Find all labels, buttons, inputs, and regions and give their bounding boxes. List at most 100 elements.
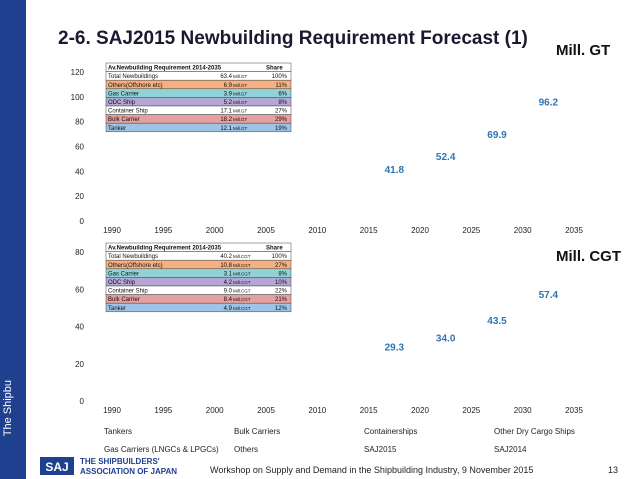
y-tick-label: 100	[71, 93, 85, 102]
logo-abbrev: SAJ	[45, 460, 68, 474]
table-cell-unit: Mill.GT	[233, 74, 247, 79]
table-cell-unit: Mill.CGT	[233, 289, 251, 294]
table-cell-value: 63.4	[220, 74, 232, 80]
x-tick-label: 2000	[206, 226, 224, 235]
table-cell-label: Container Ship	[108, 289, 148, 295]
table-cell-label: Others(Offshore etc)	[108, 263, 163, 269]
table-cell-unit: Mill.GT	[233, 109, 247, 114]
table-cell-value: 40.2	[220, 254, 232, 260]
table-cell-unit: Mill.CGT	[233, 297, 251, 302]
logo-block	[40, 457, 74, 475]
unit-label-cgt: Mill. CGT	[556, 248, 621, 265]
data-label: 41.8	[385, 165, 405, 176]
logo-line1: THE SHIPBUILDERS'	[80, 457, 160, 466]
table-header-label: Av.Newbuilding Requirement 2014-2035	[108, 66, 222, 72]
y-tick-label: 80	[75, 248, 84, 257]
table-header-share: Share	[266, 246, 283, 252]
legend-item-containerships: Containerships	[364, 426, 418, 436]
saj-logo: SAJ THE SHIPBUILDERS' ASSOCIATION OF JAP…	[40, 457, 177, 476]
table-cell-value: 3.9	[224, 91, 233, 97]
y-tick-label: 0	[80, 397, 85, 406]
y-tick-label: 80	[75, 118, 84, 127]
x-tick-label: 1995	[154, 406, 172, 415]
table-cell-label: Bulk Carrier	[108, 117, 140, 123]
table-cell-label: Bulk Carrier	[108, 297, 140, 303]
table-cell-value: 4.9	[224, 306, 233, 312]
table-cell-share: 12%	[275, 306, 288, 312]
data-label: 43.5	[487, 316, 507, 327]
table-header-share: Share	[266, 66, 283, 72]
table-cell-label: Total Newbuildings	[108, 74, 158, 80]
table-cell-share: 10%	[275, 280, 288, 286]
x-tick-label: 2020	[411, 406, 429, 415]
table-cell-label: Gas Carrier	[108, 91, 139, 97]
table-row	[105, 302, 292, 313]
table-header-label: Av.Newbuilding Requirement 2014-2035	[108, 246, 222, 252]
x-tick-label: 2005	[257, 226, 275, 235]
x-tick-label: 2010	[308, 226, 326, 235]
table-cell-value: 18.2	[220, 117, 232, 123]
data-label: 29.3	[385, 342, 405, 353]
x-tick-label: 2030	[514, 406, 532, 415]
table-cell-label: Container Ship	[108, 109, 148, 115]
footer-text: Workshop on Supply and Demand in the Shi…	[210, 465, 534, 475]
table-cell-value: 5.2	[224, 100, 233, 106]
table-cell-share: 6%	[278, 91, 287, 97]
legend-item-gas: Gas Carriers (LNGCs & LPGCs)	[104, 444, 219, 454]
page-number: 13	[608, 465, 619, 475]
data-label: 96.2	[539, 98, 559, 109]
unit-label-gt: Mill. GT	[556, 42, 611, 59]
table-cell-value: 3.1	[224, 271, 233, 277]
table-cell-share: 8%	[278, 100, 287, 106]
sidebar-band: The Shipbu	[0, 0, 26, 479]
table-cell-unit: Mill.CGT	[233, 263, 251, 268]
table-cell-value: 9.0	[224, 289, 233, 295]
x-tick-label: 2015	[360, 406, 378, 415]
x-tick-label: 2025	[462, 226, 480, 235]
x-tick-label: 2030	[514, 226, 532, 235]
table-cell-label: ODC Ship	[108, 280, 136, 286]
data-label: 52.4	[436, 152, 456, 163]
legend-item-others: Others	[234, 444, 259, 454]
table-cell-unit: Mill.CGT	[233, 306, 251, 311]
logo-line2: ASSOCIATION OF JAPAN	[80, 467, 177, 476]
table-cell-unit: Mill.GT	[233, 117, 247, 122]
table-cell-share: 100%	[272, 74, 288, 80]
y-tick-label: 20	[75, 192, 84, 201]
table-cell-share: 21%	[275, 297, 288, 303]
x-tick-label: 2025	[462, 406, 480, 415]
x-tick-label: 1990	[103, 406, 121, 415]
table-cell-label: ODC Ship	[108, 100, 136, 106]
data-label: 57.4	[539, 290, 559, 301]
y-tick-label: 20	[75, 360, 84, 369]
table-cell-unit: Mill.CGT	[233, 280, 251, 285]
table-cell-share: 27%	[275, 263, 288, 269]
x-tick-label: 2035	[565, 226, 583, 235]
table-cell-label: Tanker	[108, 126, 126, 132]
x-tick-label: 2000	[206, 406, 224, 415]
table-cell-share: 11%	[275, 83, 287, 89]
data-label: 34.0	[436, 334, 456, 345]
table-cell-share: 19%	[275, 126, 288, 132]
data-label: 69.9	[487, 130, 507, 141]
table-row	[105, 122, 292, 133]
legend-item-saj2014: SAJ2014	[494, 444, 527, 454]
table-cell-label: Tanker	[108, 306, 126, 312]
y-tick-label: 120	[71, 68, 85, 77]
x-tick-label: 2010	[308, 406, 326, 415]
y-tick-label: 0	[80, 217, 85, 226]
table-cell-value: 4.2	[224, 280, 233, 286]
x-tick-label: 2015	[360, 226, 378, 235]
legend-row: Tankers Bulk Carriers Containerships Oth…	[104, 422, 624, 440]
chart-cgt: 0 20 40 60 80 1990 1995 2000 2005 2010 2015 2020 202…	[75, 242, 583, 415]
y-tick-label: 40	[75, 323, 84, 332]
table-cell-unit: Mill.GT	[233, 100, 247, 105]
x-tick-label: 1995	[154, 226, 172, 235]
table-cell-unit: Mill.GT	[233, 91, 247, 96]
table-cell-value: 10.8	[220, 263, 232, 269]
table-cell-unit: Mill.CGT	[233, 254, 251, 259]
table-cell-share: 29%	[275, 117, 288, 123]
x-tick-label: 2035	[565, 406, 583, 415]
table-cell-value: 6.9	[224, 83, 233, 89]
page-title: 2-6. SAJ2015 Newbuilding Requirement For…	[58, 28, 528, 49]
